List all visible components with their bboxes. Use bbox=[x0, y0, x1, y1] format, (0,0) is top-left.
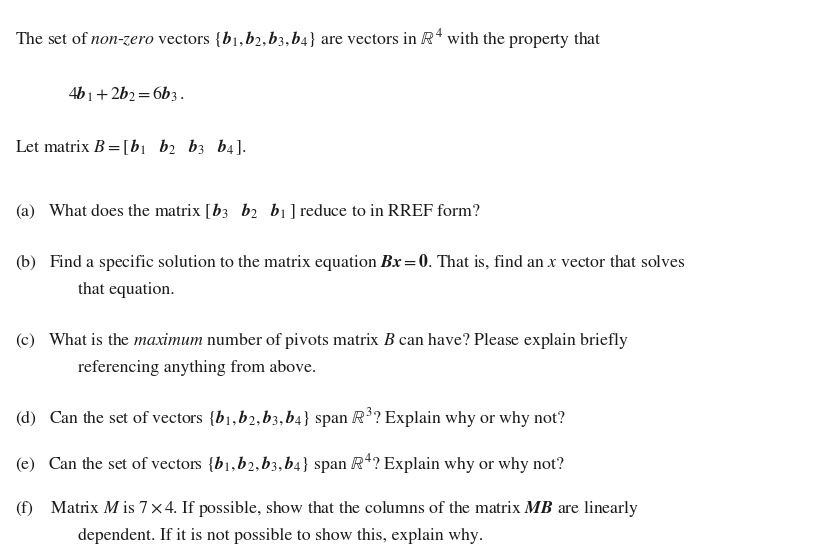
Text: (c)   What is the $\mathit{maximum}$ number of pivots matrix $B$ can have? Pleas: (c) What is the $\mathit{maximum}$ numbe… bbox=[15, 330, 629, 352]
Text: (f)    Matrix $M$ is $7 \times 4$. If possible, show that the columns of the mat: (f) Matrix $M$ is $7 \times 4$. If possi… bbox=[15, 498, 639, 519]
Text: dependent. If it is not possible to show this, explain why.: dependent. If it is not possible to show… bbox=[78, 528, 484, 545]
Text: (e)   Can the set of vectors $\{\boldsymbol{b}_1, \boldsymbol{b}_2, \boldsymbol{: (e) Can the set of vectors $\{\boldsymbo… bbox=[15, 452, 564, 476]
Text: that equation.: that equation. bbox=[78, 282, 175, 299]
Text: (a)   What does the matrix $\left[\, \boldsymbol{b}_3 \quad \boldsymbol{b}_2 \qu: (a) What does the matrix $\left[\, \bold… bbox=[15, 202, 480, 221]
Text: (b)   Find a specific solution to the matrix equation $\boldsymbol{Bx} = \boldsy: (b) Find a specific solution to the matr… bbox=[15, 252, 686, 273]
Text: Let matrix $B = \left[\, \boldsymbol{b}_1 \quad \boldsymbol{b}_2 \quad \boldsymb: Let matrix $B = \left[\, \boldsymbol{b}_… bbox=[15, 137, 246, 157]
Text: (d)   Can the set of vectors $\{\boldsymbol{b}_1, \boldsymbol{b}_2, \boldsymbol{: (d) Can the set of vectors $\{\boldsymbo… bbox=[15, 406, 565, 430]
Text: The set of $\mathit{non}$-$\mathit{zero}$ vectors $\{\boldsymbol{b}_1, \boldsymb: The set of $\mathit{non}$-$\mathit{zero}… bbox=[15, 27, 602, 51]
Text: $4\boldsymbol{b}_1 + 2\boldsymbol{b}_2 = 6\boldsymbol{b}_3\,.$: $4\boldsymbol{b}_1 + 2\boldsymbol{b}_2 =… bbox=[68, 85, 185, 104]
Text: referencing anything from above.: referencing anything from above. bbox=[78, 360, 316, 377]
